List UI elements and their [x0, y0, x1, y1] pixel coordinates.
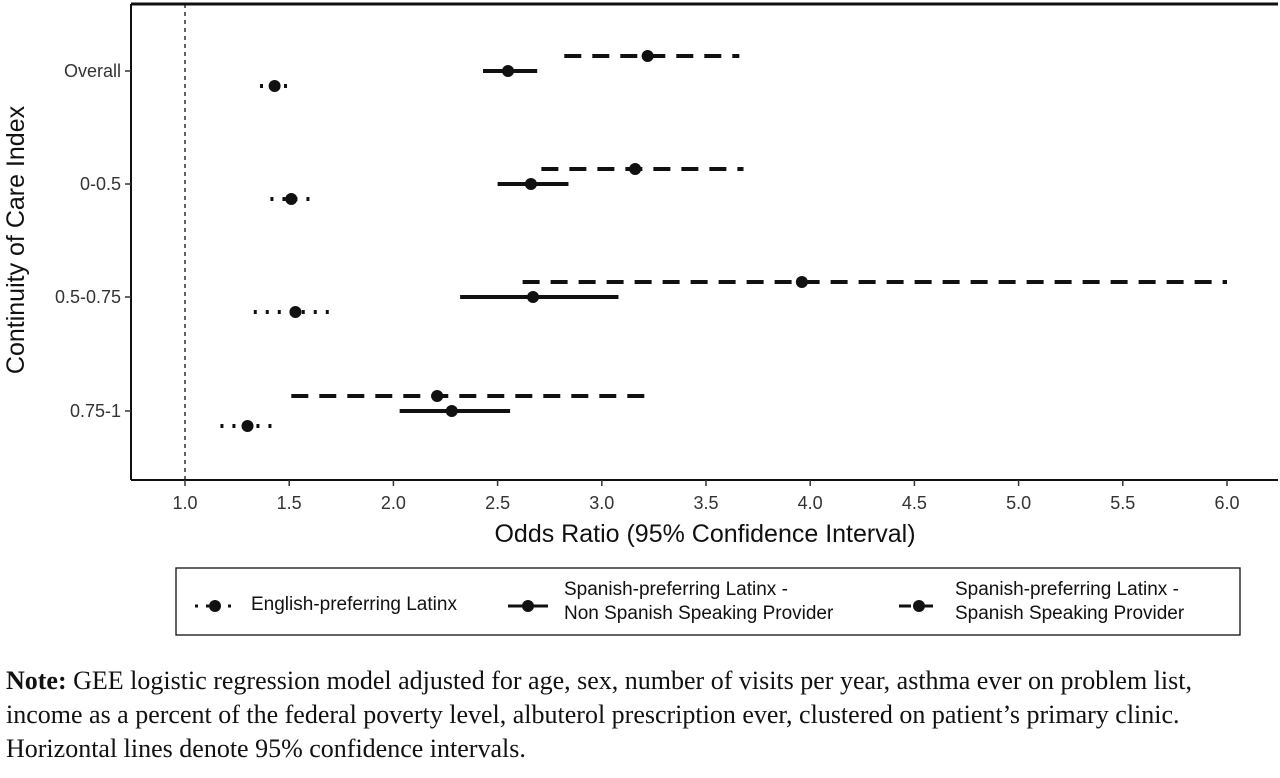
- x-tick-label: 5.5: [1110, 493, 1135, 513]
- point-estimate: [289, 306, 302, 318]
- x-axis-title: Odds Ratio (95% Confidence Interval): [494, 520, 915, 548]
- legend-key-point: [913, 600, 925, 612]
- point-estimate: [524, 178, 537, 190]
- point-estimate: [502, 65, 515, 77]
- point-estimate: [285, 193, 298, 205]
- y-axis-title: Continuity of Care Index: [2, 105, 30, 374]
- x-tick-label: 6.0: [1214, 493, 1239, 513]
- point-estimate: [629, 163, 642, 175]
- legend-label: Spanish-preferring Latinx -: [564, 579, 788, 600]
- legend-label: English-preferring Latinx: [251, 594, 457, 615]
- point-estimate: [641, 50, 654, 62]
- note-text: GEE logistic regression model adjusted f…: [6, 666, 1192, 763]
- legend-label: Spanish Speaking Provider: [955, 603, 1185, 624]
- point-estimate: [795, 276, 808, 288]
- legend-key-point: [209, 600, 221, 612]
- point-estimate: [445, 405, 458, 417]
- legend-box: [175, 567, 1241, 636]
- y-tick-label: 0-0.5: [80, 174, 121, 194]
- legend-label: Spanish-preferring Latinx -: [955, 579, 1179, 600]
- x-tick-label: 2.0: [381, 493, 406, 513]
- forest-plot: 1.0 1.5 2.0 2.5 3.0 3.5 4.0 4.5 5.0 5.5 6.0 Overall…: [2, 2, 1278, 636]
- note-label: Note:: [6, 666, 67, 695]
- point-estimate: [431, 390, 444, 402]
- x-tick-label: 3.0: [589, 493, 614, 513]
- point-estimate: [527, 291, 540, 303]
- legend-label: Non Spanish Speaking Provider: [564, 603, 834, 624]
- x-tick-label: 4.0: [798, 493, 823, 513]
- y-tick-label: 0.5-0.75: [55, 287, 121, 307]
- legend-key-point: [522, 600, 534, 612]
- y-tick-label: 0.75-1: [70, 401, 121, 421]
- x-tick-label: 3.5: [693, 493, 718, 513]
- x-tick-label: 1.5: [277, 493, 302, 513]
- point-estimate: [241, 420, 254, 432]
- x-tick-label: 1.0: [172, 493, 197, 513]
- x-tick-label: 2.5: [485, 493, 510, 513]
- y-tick-label: Overall: [64, 61, 121, 81]
- axes: 1.0 1.5 2.0 2.5 3.0 3.5 4.0 4.5 5.0 5.5 6.0 Overall…: [55, 2, 1278, 513]
- footnote: Note: GEE logistic regression model adju…: [6, 664, 1268, 766]
- point-estimate: [268, 80, 281, 92]
- legend: English-preferring Latinx Spanish-preferr…: [175, 567, 1241, 636]
- plot-area: [220, 50, 1227, 432]
- x-tick-label: 5.0: [1006, 493, 1031, 513]
- x-tick-label: 4.5: [902, 493, 927, 513]
